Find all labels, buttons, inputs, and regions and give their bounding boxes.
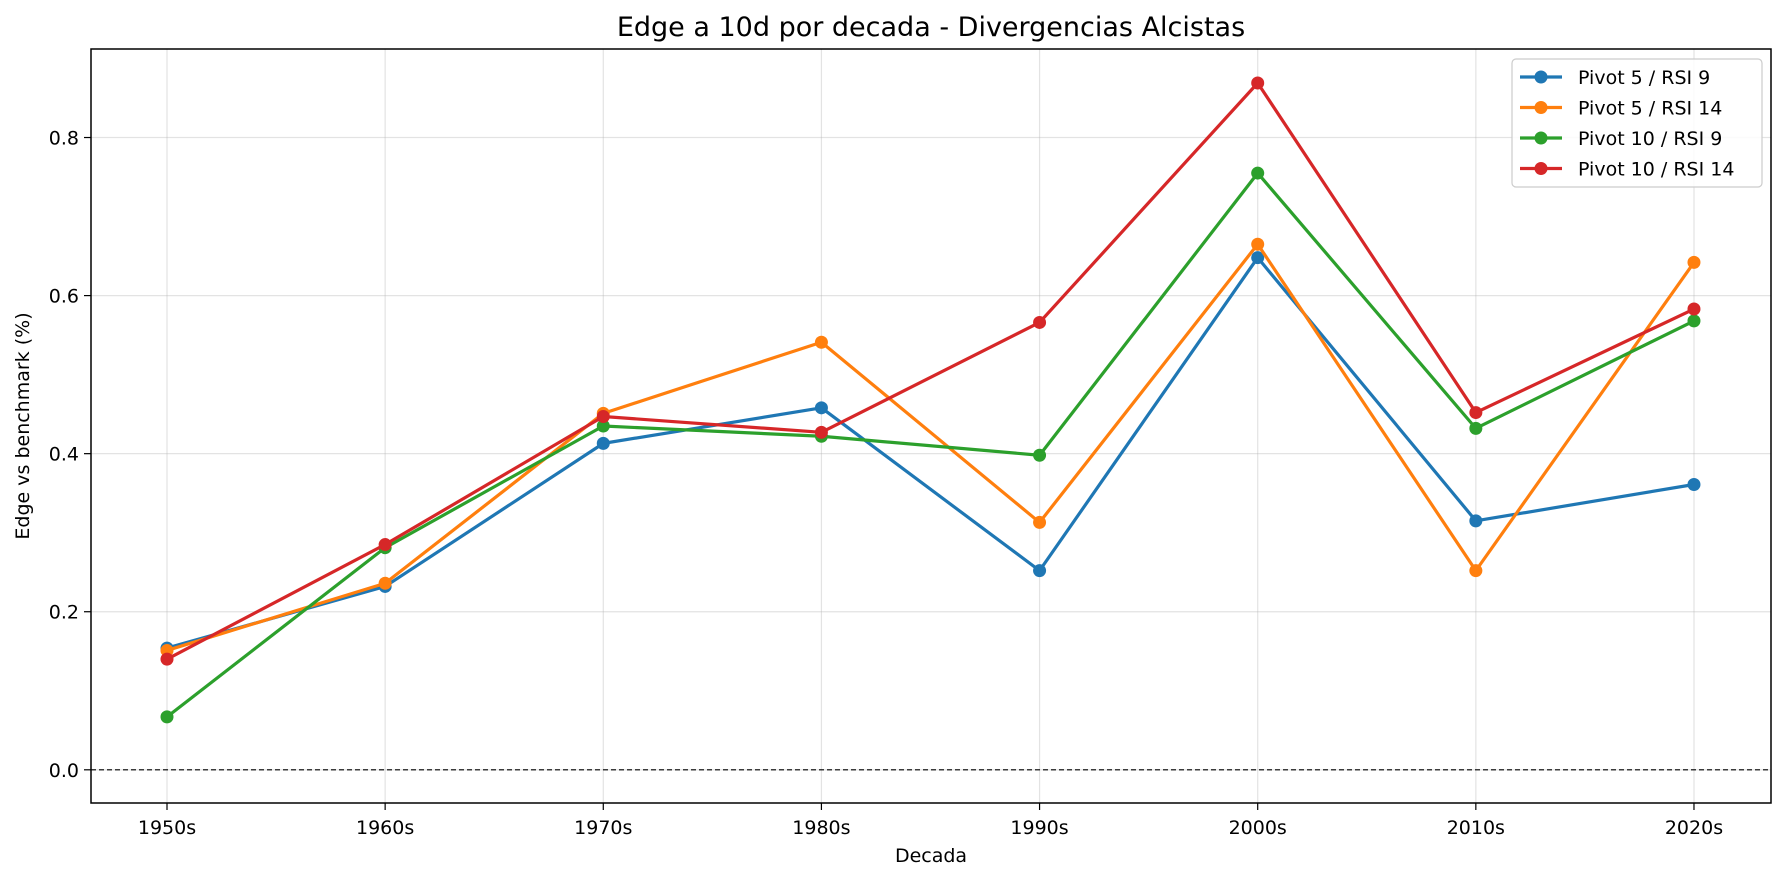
y-axis-ticks: 0.0 0.2 0.4 0.6 0.8 [49, 128, 91, 782]
series-1 [160, 251, 1701, 655]
chart-title: Edge a 10d por decada - Divergencias Alc… [617, 12, 1245, 43]
legend-entry: Pivot 5 / RSI 9 [1520, 67, 1710, 89]
series-3 [160, 166, 1701, 724]
data-point [1687, 477, 1701, 491]
data-point [814, 425, 828, 439]
x-tick-label: 2020s [1665, 817, 1723, 839]
legend-marker [1534, 131, 1548, 145]
legend-marker [1534, 70, 1548, 84]
data-point [1033, 564, 1047, 578]
series-line [165, 242, 1696, 653]
data-point [1033, 315, 1047, 329]
y-tick-label: 0.0 [49, 760, 79, 782]
data-point [596, 410, 610, 424]
data-point [1251, 237, 1265, 251]
data-point [1251, 251, 1265, 265]
y-tick-label: 0.6 [49, 286, 79, 308]
data-point [1469, 514, 1483, 528]
y-tick-label: 0.2 [49, 602, 79, 624]
data-point [1469, 564, 1483, 578]
legend-box [1511, 58, 1763, 188]
data-point [596, 436, 610, 450]
x-tick-label: 1950s [138, 817, 196, 839]
legend-label: Pivot 10 / RSI 14 [1578, 159, 1734, 181]
legend-label: Pivot 5 / RSI 14 [1578, 98, 1722, 120]
legend: Pivot 5 / RSI 9 Pivot 5 / RSI 14 Pivot 10 … [1511, 58, 1763, 188]
y-tick-label: 0.8 [49, 128, 79, 150]
legend-entry: Pivot 10 / RSI 9 [1520, 128, 1722, 150]
data-point [814, 401, 828, 415]
data-point [1251, 76, 1265, 90]
x-tick-label: 1970s [574, 817, 632, 839]
legend-marker [1534, 101, 1548, 114]
series-4 [160, 76, 1701, 666]
data-point [1033, 448, 1047, 462]
x-axis-ticks: 1950s 1960s 1970s 1980s 1990s 2000s 2010s 2020s [138, 803, 1723, 839]
data-point [814, 335, 828, 349]
y-tick-label: 0.4 [49, 444, 79, 466]
legend-entry: Pivot 5 / RSI 14 [1520, 98, 1722, 120]
legend-label: Pivot 5 / RSI 9 [1578, 67, 1710, 89]
series-line [165, 171, 1696, 719]
series-line [165, 256, 1696, 650]
x-tick-label: 2010s [1447, 817, 1505, 839]
legend-label: Pivot 10 / RSI 9 [1578, 128, 1722, 150]
data-point [1687, 255, 1701, 269]
legend-entry: Pivot 10 / RSI 14 [1520, 159, 1734, 181]
x-tick-label: 1960s [356, 817, 414, 839]
data-point [1687, 302, 1701, 316]
data-point [1251, 166, 1265, 180]
legend-marker [1534, 162, 1548, 175]
data-point [1469, 406, 1483, 420]
data-point [160, 652, 174, 666]
x-tick-label: 1990s [1010, 817, 1068, 839]
plot-frame [90, 48, 1772, 804]
series-line [165, 81, 1696, 661]
series-group [160, 76, 1701, 724]
x-axis-label: Decada [895, 845, 967, 867]
data-point [160, 710, 174, 724]
data-point [378, 538, 392, 552]
data-point [1687, 314, 1701, 328]
data-point [596, 419, 610, 433]
data-point [378, 576, 392, 590]
data-point [1033, 515, 1047, 529]
x-tick-label: 2000s [1229, 817, 1287, 839]
y-axis-label: Edge vs benchmark (%) [12, 312, 34, 539]
x-tick-label: 1980s [792, 817, 850, 839]
data-point [1469, 421, 1483, 435]
